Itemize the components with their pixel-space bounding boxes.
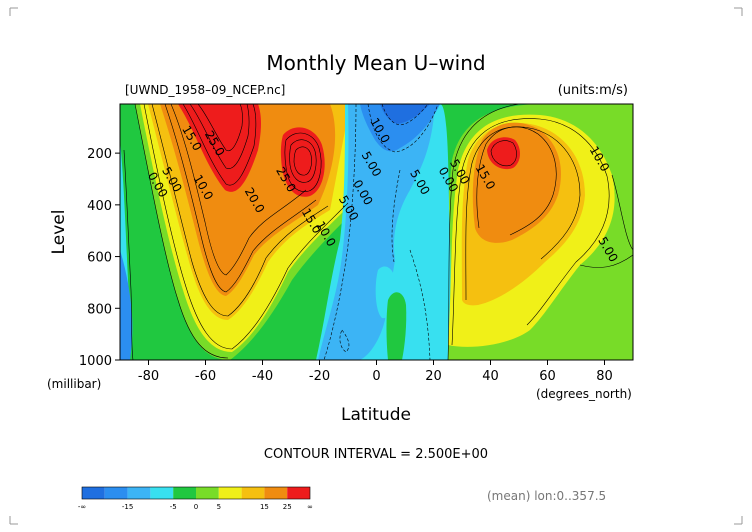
corner-marks [9,7,743,525]
x-tick-label: 40 [482,369,499,384]
colorbar: -∞ -15 -5 0 5 15 25 ∞ [78,486,313,511]
units-label: (units:m/s) [558,83,628,98]
colorbar-swatch [173,487,196,499]
colorbar-swatch [150,487,174,499]
band-green-tropical-island [386,292,407,360]
file-label: [UWND_1958–09_NCEP.nc] [125,83,285,97]
colorbar-tick-label: 0 [194,503,198,511]
band-light-blue-tropics [318,104,435,360]
colorbar-swatch [82,487,105,499]
colorbar-frame [81,486,311,500]
chart-title: Monthly Mean U–wind [266,51,485,75]
colorbar-tick-label: 15 [260,503,269,511]
colorbar-tick-label: ∞ [307,503,313,511]
x-axis-units: (degrees_north) [536,387,632,401]
x-tick-label: 60 [539,369,556,384]
colorbar-tick-label: 5 [217,503,221,511]
contour-field [120,104,633,360]
y-axis-label: Level [49,210,69,255]
negative-contour-lines [323,104,439,360]
colorbar-swatch [287,487,310,499]
x-tick-label: 20 [425,369,442,384]
colorbar-swatch [127,487,151,499]
y-tick-label: 1000 [79,354,112,369]
colorbar-swatch [196,487,219,499]
x-tick-label: -20 [309,369,330,384]
y-tick-label: 400 [87,199,112,214]
colorbar-tick-label: -5 [170,503,177,511]
x-tick-label: -60 [195,369,216,384]
colorbar-tick-label: -15 [122,503,133,511]
y-axis: 200 400 600 800 1000 [79,147,120,369]
x-tick-label: -80 [138,369,159,384]
band-blue-antarctic [120,250,133,360]
colorbar-swatch [218,487,242,499]
contour-lines [123,104,633,360]
colorbar-swatch [241,487,265,499]
colorbar-tick-label: -∞ [78,503,86,511]
x-tick-label: 0 [372,369,380,384]
y-tick-label: 200 [87,147,112,162]
footer-note: (mean) lon:0..357.5 [487,489,606,503]
band-blue-easterly [360,104,440,152]
band-dark-blue-easterly [380,104,430,124]
colorbar-swatch [104,487,128,499]
colorbar-swatch [264,487,288,499]
y-tick-label: 600 [87,251,112,266]
y-tick-label: 800 [87,302,112,317]
x-tick-label: 80 [596,369,613,384]
jet-core-south [178,104,261,192]
x-tick-label: -40 [252,369,273,384]
jet-core-subtropical [280,127,325,197]
colorbar-tick-label: 25 [283,503,292,511]
x-axis-label: Latitude [341,405,411,425]
y-axis-units: (millibar) [47,377,101,391]
x-axis: -80 -60 -40 -20 0 20 40 60 80 [138,360,613,384]
contour-interval-label: CONTOUR INTERVAL = 2.500E+00 [264,447,488,462]
